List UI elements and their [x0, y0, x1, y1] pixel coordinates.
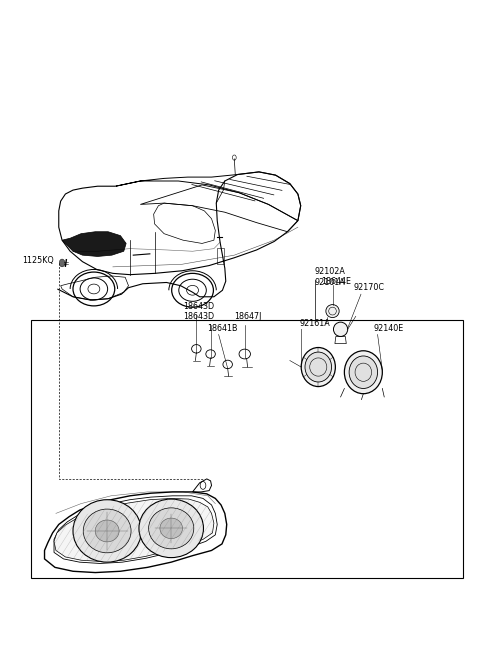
Text: 18641B: 18641B — [207, 323, 237, 333]
Text: 92102A: 92102A — [315, 267, 346, 276]
Text: 18647J: 18647J — [234, 312, 262, 321]
Ellipse shape — [334, 322, 348, 337]
Text: 18643D: 18643D — [183, 312, 214, 321]
Ellipse shape — [160, 518, 182, 539]
Text: 92161A: 92161A — [300, 319, 330, 328]
Ellipse shape — [349, 356, 378, 388]
Ellipse shape — [95, 520, 119, 542]
Polygon shape — [54, 499, 214, 562]
Text: 92101A: 92101A — [315, 278, 346, 287]
Text: 1125KQ: 1125KQ — [22, 256, 54, 265]
Bar — [217, 248, 224, 264]
Ellipse shape — [83, 509, 131, 553]
Ellipse shape — [326, 304, 339, 318]
Text: 18644E: 18644E — [322, 277, 352, 286]
Text: 18643D: 18643D — [183, 302, 214, 311]
Polygon shape — [62, 232, 126, 256]
Ellipse shape — [149, 508, 194, 549]
Text: 92170C: 92170C — [354, 283, 385, 292]
Ellipse shape — [305, 352, 332, 382]
Text: 92140E: 92140E — [374, 324, 404, 333]
Ellipse shape — [139, 499, 204, 558]
Ellipse shape — [301, 348, 336, 386]
Bar — [31, 319, 463, 579]
Circle shape — [59, 259, 65, 267]
Ellipse shape — [73, 500, 141, 562]
Ellipse shape — [344, 351, 383, 394]
